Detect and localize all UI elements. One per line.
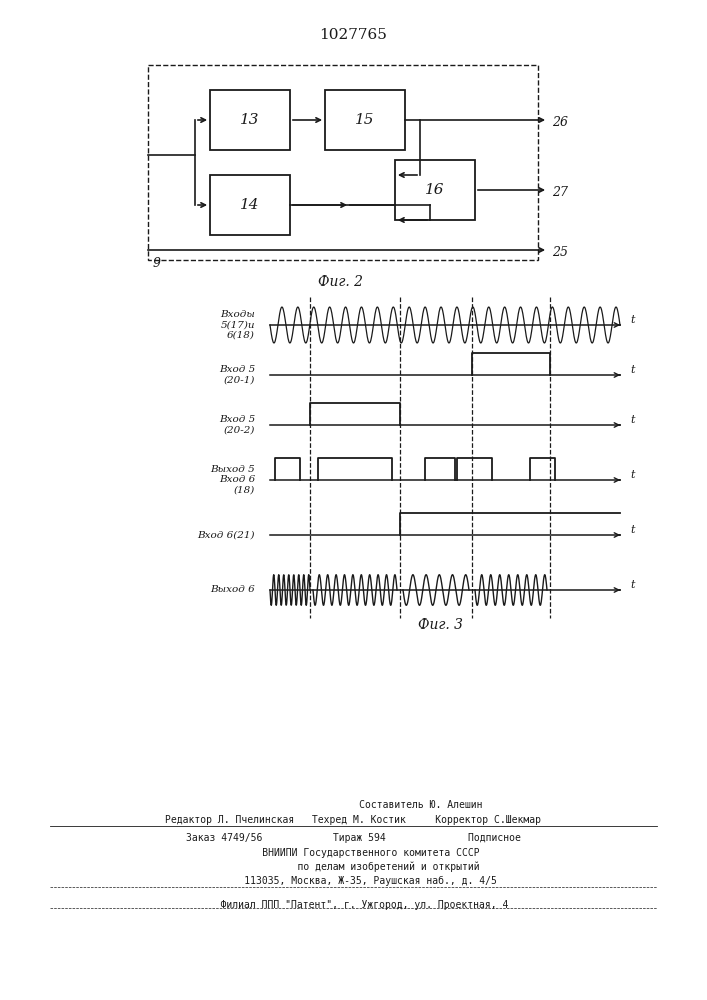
Text: 14: 14 [240,198,259,212]
Text: Выход 6: Выход 6 [210,585,255,594]
Text: Вход 5
(20-2): Вход 5 (20-2) [218,415,255,435]
Bar [325,90,405,150]
Text: t: t [630,470,634,480]
Text: 1027765: 1027765 [319,28,387,42]
Text: Составитель Ю. Алешин: Составитель Ю. Алешин [223,800,482,810]
Text: Фиг. 2: Фиг. 2 [317,275,363,289]
Text: t: t [630,525,634,535]
Text: Выход 5
Вход 6
(18): Выход 5 Вход 6 (18) [210,465,255,495]
Text: 113035, Москва, Ж-35, Раушская наб., д. 4/5: 113035, Москва, Ж-35, Раушская наб., д. … [209,876,497,886]
Text: по делам изобретений и открытий: по делам изобретений и открытий [227,862,479,872]
Text: t: t [630,315,634,325]
Text: 15: 15 [355,113,375,127]
Text: Вход 5
(20-1): Вход 5 (20-1) [218,365,255,385]
Text: ВНИИПИ Государственного комитета СССР: ВНИИПИ Государственного комитета СССР [227,848,479,858]
Text: Редактор Л. Пчелинская   Техред М. Костик     Корректор С.Шекмар: Редактор Л. Пчелинская Техред М. Костик … [165,815,541,825]
Bar [148,65,538,260]
Text: Филиал ППП "Патент", г. Ужгород, ул. Проектная, 4: Филиал ППП "Патент", г. Ужгород, ул. Про… [197,900,509,910]
Text: 26: 26 [552,116,568,129]
Text: Входы
5(17)и
6(18): Входы 5(17)и 6(18) [220,310,255,340]
Text: Фиг. 3: Фиг. 3 [418,618,462,632]
Text: 13: 13 [240,113,259,127]
Text: Заказ 4749/56            Тираж 594              Подписное: Заказ 4749/56 Тираж 594 Подписное [185,833,520,843]
Text: Вход 6(21): Вход 6(21) [197,530,255,540]
Bar [210,175,290,235]
Text: 27: 27 [552,186,568,200]
Bar [210,90,290,150]
Text: 9: 9 [153,257,161,270]
Bar [395,160,475,220]
Text: t: t [630,415,634,425]
Text: t: t [630,580,634,590]
Text: 25: 25 [552,246,568,259]
Text: 16: 16 [425,183,445,197]
Text: t: t [630,365,634,375]
